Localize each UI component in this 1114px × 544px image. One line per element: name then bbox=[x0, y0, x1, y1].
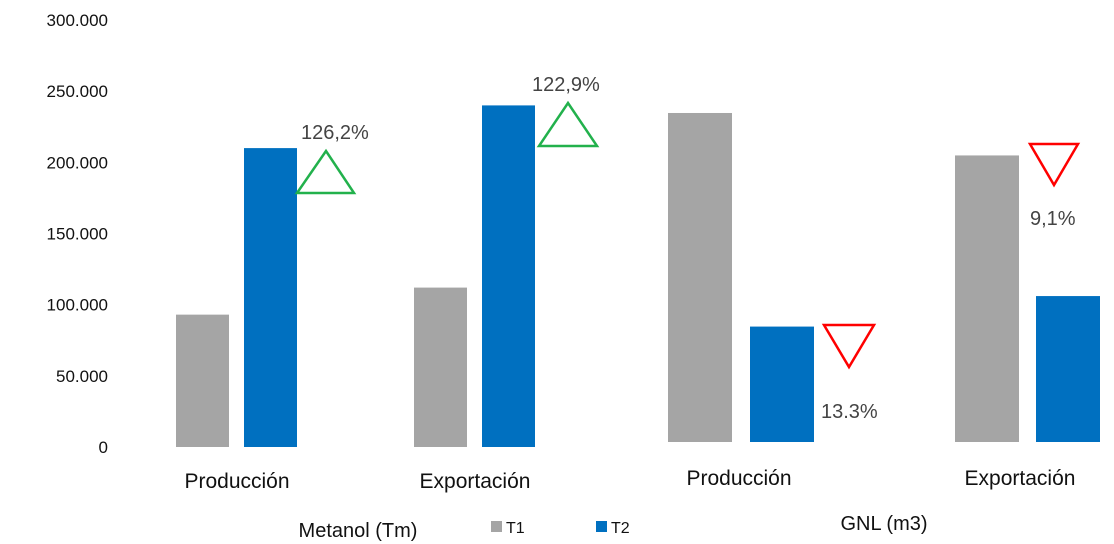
y-tick-label: 0 bbox=[99, 438, 108, 457]
y-tick-label: 50.000 bbox=[56, 367, 108, 386]
legend-label-t1: T1 bbox=[506, 520, 525, 537]
change-label: 13.3% bbox=[821, 401, 878, 423]
change-label: 126,2% bbox=[301, 122, 369, 144]
bar-gnl-produccion-t1 bbox=[668, 112, 732, 442]
change-label: 122,9% bbox=[532, 74, 600, 96]
bar-gnl-exportacion-t1 bbox=[955, 155, 1019, 442]
y-tick-label: 300.000 bbox=[47, 11, 108, 30]
bar-gnl-exportacion-t2 bbox=[1036, 296, 1100, 442]
group-label-gnl: GNL (m3) bbox=[840, 513, 927, 535]
change-label: 9,1% bbox=[1030, 208, 1076, 230]
legend-label-t2: T2 bbox=[611, 520, 630, 537]
y-axis: 0 50.000 100.000 150.000 200.000 250.000 300.0… bbox=[47, 11, 108, 457]
category-label: Producción bbox=[184, 470, 289, 493]
y-tick-label: 150.000 bbox=[47, 225, 108, 244]
up-triangle-icon bbox=[294, 148, 357, 195]
bar-metanol-produccion-t1 bbox=[176, 314, 229, 447]
bar-metanol-exportacion-t2 bbox=[482, 105, 535, 448]
bar-metanol-exportacion-t1 bbox=[414, 287, 467, 447]
y-tick-label: 200.000 bbox=[47, 153, 108, 172]
legend-swatch-t1 bbox=[491, 521, 502, 532]
bar-gnl-produccion-t2 bbox=[750, 326, 814, 442]
group-label-metanol: Metanol (Tm) bbox=[299, 520, 418, 542]
down-triangle-icon bbox=[821, 323, 877, 370]
bar-metanol-produccion-t2 bbox=[244, 148, 297, 447]
legend-swatch-t2 bbox=[596, 521, 607, 532]
category-label: Exportación bbox=[965, 467, 1076, 490]
up-triangle-icon bbox=[536, 100, 600, 148]
y-tick-label: 250.000 bbox=[47, 82, 108, 101]
down-triangle-icon bbox=[1027, 142, 1081, 188]
legend: T1 T2 bbox=[491, 520, 630, 537]
y-tick-label: 100.000 bbox=[47, 296, 108, 315]
category-label: Producción bbox=[686, 467, 791, 490]
category-label: Exportación bbox=[420, 470, 531, 493]
